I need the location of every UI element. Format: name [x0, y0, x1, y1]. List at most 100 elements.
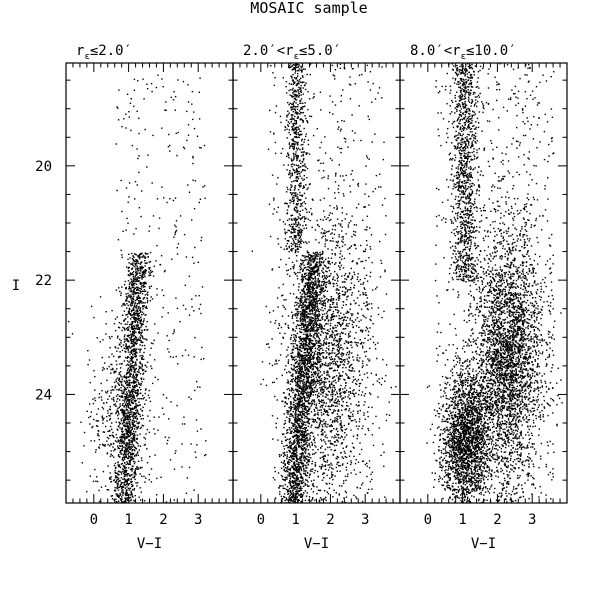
data-point	[301, 392, 303, 394]
data-point	[126, 469, 128, 472]
data-point	[390, 386, 392, 389]
data-point	[177, 131, 179, 134]
data-point	[287, 466, 289, 468]
data-point	[332, 303, 334, 305]
data-point	[307, 453, 310, 455]
data-point	[111, 434, 113, 436]
data-point	[303, 359, 305, 362]
data-point	[101, 415, 103, 417]
data-point	[298, 346, 301, 348]
data-point	[295, 406, 297, 409]
data-point	[89, 415, 92, 418]
data-point	[298, 327, 301, 330]
data-point	[317, 476, 319, 478]
data-point	[287, 461, 290, 463]
data-point	[122, 489, 124, 491]
data-point	[282, 452, 284, 454]
data-point	[134, 362, 137, 365]
data-point	[117, 411, 119, 414]
data-point	[344, 428, 346, 431]
data-point	[141, 267, 143, 269]
data-point	[124, 446, 126, 448]
data-point	[131, 415, 133, 417]
data-point	[132, 309, 134, 312]
data-point	[131, 284, 134, 286]
data-point	[115, 405, 117, 407]
data-point	[318, 260, 321, 262]
data-point	[292, 378, 294, 380]
data-point	[126, 412, 128, 414]
data-point	[285, 497, 288, 499]
data-point	[115, 360, 117, 362]
data-point	[124, 304, 126, 306]
data-point	[333, 441, 336, 443]
data-point	[294, 369, 297, 372]
data-point	[339, 360, 342, 363]
data-point	[117, 107, 119, 109]
data-point	[296, 314, 299, 316]
data-point	[128, 401, 131, 403]
data-point	[167, 439, 169, 442]
data-point	[310, 283, 312, 285]
data-point	[205, 454, 207, 456]
data-point	[303, 374, 305, 376]
data-point	[128, 402, 130, 404]
data-point	[292, 475, 294, 478]
data-point	[306, 337, 309, 339]
data-point	[134, 405, 136, 408]
data-point	[320, 287, 322, 289]
data-point	[118, 456, 121, 458]
data-point	[308, 376, 311, 379]
data-point	[108, 356, 110, 358]
data-point	[133, 330, 136, 332]
data-point	[293, 455, 295, 458]
data-point	[134, 364, 136, 367]
data-point	[134, 399, 136, 402]
data-point	[106, 401, 108, 404]
data-point	[293, 418, 296, 421]
data-point	[302, 448, 304, 450]
data-point	[291, 442, 293, 444]
data-point	[303, 433, 306, 436]
data-point	[299, 357, 301, 359]
data-point	[314, 469, 316, 472]
data-point	[307, 396, 309, 398]
data-point	[302, 260, 304, 262]
data-point	[306, 400, 308, 402]
data-point	[299, 345, 301, 347]
data-point	[133, 334, 135, 337]
data-point	[161, 289, 163, 291]
data-point	[299, 292, 301, 294]
data-point	[309, 277, 311, 280]
data-point	[86, 490, 88, 493]
data-point	[118, 389, 120, 391]
data-point	[133, 337, 136, 340]
data-point	[379, 276, 382, 278]
data-point	[305, 301, 307, 303]
data-point	[337, 380, 340, 382]
data-point	[304, 304, 307, 306]
data-point	[301, 357, 303, 360]
data-point	[119, 436, 121, 438]
data-point	[120, 471, 122, 473]
data-point	[292, 458, 294, 461]
data-point	[291, 465, 293, 468]
data-point	[124, 447, 127, 449]
data-point	[300, 477, 302, 479]
data-point	[101, 390, 103, 392]
data-point	[333, 360, 335, 362]
data-point	[306, 435, 308, 437]
data-point	[119, 498, 122, 500]
data-point	[114, 440, 117, 442]
data-point	[128, 340, 130, 343]
data-point	[146, 321, 148, 323]
data-point	[302, 436, 304, 439]
data-point	[285, 432, 288, 434]
y-tick-label: 24	[35, 387, 52, 403]
data-point	[340, 258, 343, 261]
data-point	[119, 371, 122, 373]
data-point	[297, 351, 299, 353]
data-point	[318, 376, 320, 378]
data-point	[129, 426, 132, 428]
data-point	[298, 340, 300, 343]
